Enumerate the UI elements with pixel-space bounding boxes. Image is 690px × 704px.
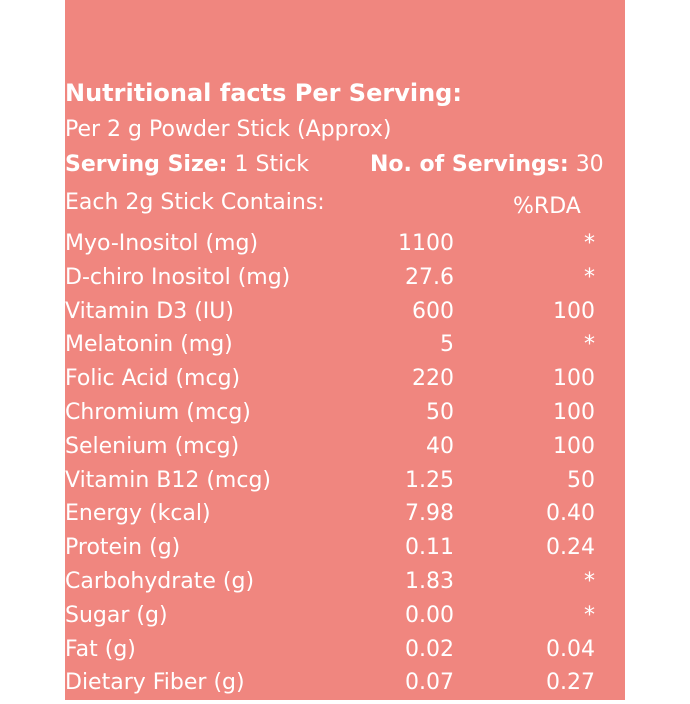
nutrient-name: Vitamin D3 (IU) xyxy=(65,298,234,324)
table-row: Vitamin D3 (IU) 600 100 xyxy=(65,299,625,333)
nutrient-name: Vitamin B12 (mcg) xyxy=(65,467,272,493)
servings-value: 30 xyxy=(575,152,604,177)
servings-label: No. of Servings: xyxy=(370,152,569,177)
nutrient-rda: 0.04 xyxy=(546,636,595,662)
nutrient-amount: 40 xyxy=(426,433,454,459)
nutrient-amount: 50 xyxy=(426,399,454,425)
table-row: Selenium (mcg) 40 100 xyxy=(65,434,625,468)
nutrient-name: Sugar (g) xyxy=(65,602,168,628)
nutrient-name: Melatonin (mg) xyxy=(65,332,233,358)
nutrient-amount: 1100 xyxy=(398,231,454,256)
table-row: Carbohydrate (g) 1.83 * xyxy=(65,569,625,603)
serving-info-row: Serving Size: 1 Stick No. of Servings: 3… xyxy=(65,152,625,178)
nutrient-rda: * xyxy=(584,568,595,594)
nutrient-rda: 0.40 xyxy=(546,501,595,527)
table-row: Protein (g) 0.11 0.24 xyxy=(65,535,625,569)
nutrient-name: Folic Acid (mcg) xyxy=(65,366,241,392)
contains-heading: Each 2g Stick Contains: xyxy=(65,190,325,215)
nutrient-amount: 0.00 xyxy=(405,602,454,628)
nutrient-table: Myo-Inositol (mg) 1100 * D-chiro Inosito… xyxy=(65,231,625,704)
nutrition-title: Nutritional facts Per Serving: xyxy=(65,79,462,107)
nutrient-rda: 100 xyxy=(553,298,595,324)
rda-header: %RDA xyxy=(513,194,581,219)
nutrient-name: Protein (g) xyxy=(65,535,181,561)
nutrient-rda: * xyxy=(584,602,595,628)
nutrient-amount: 7.98 xyxy=(405,501,454,527)
serving-size-value: 1 Stick xyxy=(234,152,310,177)
table-row: D-chiro Inositol (mg) 27.6 * xyxy=(65,265,625,299)
table-row: Chromium (mcg) 50 100 xyxy=(65,400,625,434)
nutrient-amount: 0.07 xyxy=(405,670,454,696)
nutrient-name: D-chiro Inositol (mg) xyxy=(65,264,291,290)
nutrient-amount: 600 xyxy=(412,298,454,324)
nutrient-name: Selenium (mcg) xyxy=(65,433,240,459)
nutrient-rda: * xyxy=(584,264,595,290)
nutrient-name: Fat (g) xyxy=(65,636,136,662)
table-row: Energy (kcal) 7.98 0.40 xyxy=(65,501,625,535)
servings-count: No. of Servings: 30 xyxy=(370,152,604,178)
nutrient-amount: 1.83 xyxy=(405,568,454,594)
nutrient-amount: 1.25 xyxy=(405,467,454,493)
nutrient-name: Myo-Inositol (mg) xyxy=(65,231,259,256)
nutrient-amount: 5 xyxy=(440,332,454,358)
serving-size-label: Serving Size: xyxy=(65,152,228,177)
table-row: Folic Acid (mcg) 220 100 xyxy=(65,366,625,400)
nutrient-rda: 100 xyxy=(553,366,595,392)
nutrient-rda: 0.24 xyxy=(546,535,595,561)
nutrient-amount: 0.11 xyxy=(405,535,454,561)
table-row: Fat (g) 0.02 0.04 xyxy=(65,637,625,671)
nutrient-name: Dietary Fiber (g) xyxy=(65,670,245,696)
nutrient-rda: 100 xyxy=(553,433,595,459)
serving-basis: Per 2 g Powder Stick (Approx) xyxy=(65,117,392,142)
nutrient-rda: 100 xyxy=(553,399,595,425)
nutrient-rda: 50 xyxy=(567,467,595,493)
nutrition-panel: Nutritional facts Per Serving: Per 2 g P… xyxy=(65,0,625,700)
table-row: Myo-Inositol (mg) 1100 * xyxy=(65,231,625,265)
nutrient-name: Carbohydrate (g) xyxy=(65,568,255,594)
nutrient-rda: 0.27 xyxy=(546,670,595,696)
nutrient-rda: * xyxy=(584,332,595,358)
nutrient-name: Energy (kcal) xyxy=(65,501,211,527)
nutrient-name: Chromium (mcg) xyxy=(65,399,251,425)
nutrient-amount: 220 xyxy=(412,366,454,392)
nutrient-amount: 0.02 xyxy=(405,636,454,662)
table-row: Vitamin B12 (mcg) 1.25 50 xyxy=(65,468,625,502)
nutrient-rda: * xyxy=(584,231,595,256)
table-row: Dietary Fiber (g) 0.07 0.27 xyxy=(65,670,625,704)
table-row: Sugar (g) 0.00 * xyxy=(65,603,625,637)
table-row: Melatonin (mg) 5 * xyxy=(65,332,625,366)
nutrient-amount: 27.6 xyxy=(405,264,454,290)
